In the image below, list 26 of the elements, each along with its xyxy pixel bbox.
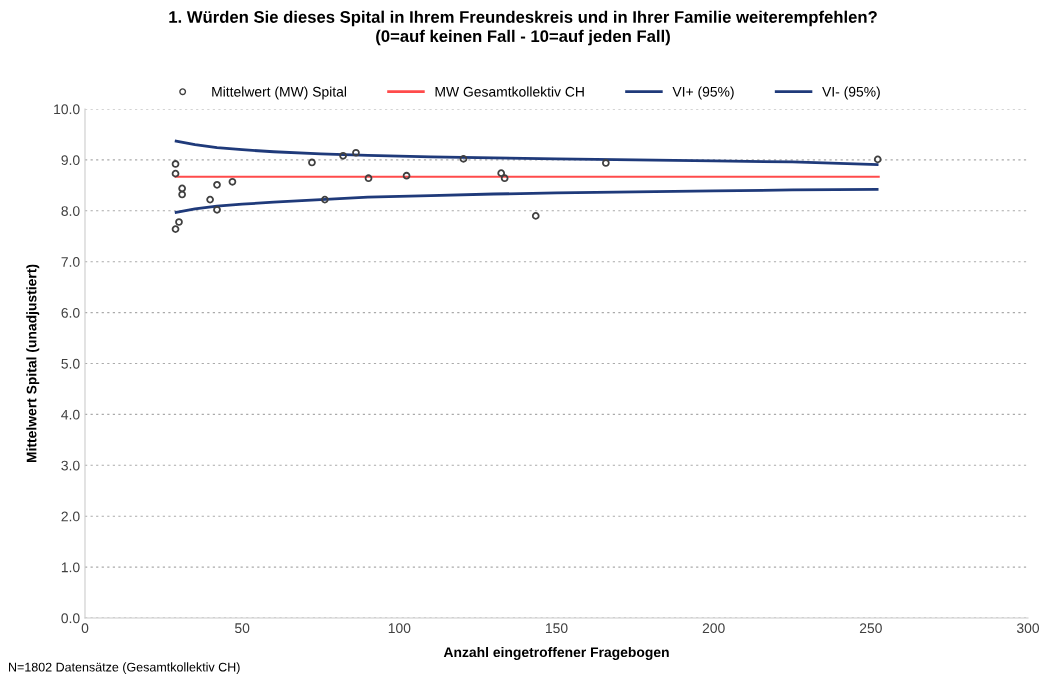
y-tick-label: 7.0 <box>61 257 80 267</box>
x-tick-label: 300 <box>1016 623 1040 634</box>
y-tick-label: 5.0 <box>61 358 80 369</box>
legend-label: MW Gesamtkollektiv CH <box>435 86 584 97</box>
x-axis-title: Anzahl eingetroffener Fragebogen <box>443 646 669 660</box>
x-tick-label: 50 <box>235 623 250 634</box>
y-tick-label: 9.0 <box>61 155 80 166</box>
y-tick-label: 2.0 <box>61 511 80 522</box>
legend-label: Mittelwert (MW) Spital <box>212 86 347 100</box>
x-tick-label: 100 <box>388 623 411 634</box>
y-tick-label: 6.0 <box>61 307 80 318</box>
y-tick-label: 1.0 <box>61 562 80 573</box>
x-tick-label: 200 <box>702 623 725 634</box>
legend-label: VI+ (95%) <box>672 86 734 100</box>
y-tick-label: 8.0 <box>61 206 80 216</box>
y-tick-label: 10.0 <box>54 104 80 115</box>
x-tick-label: 0 <box>81 623 89 634</box>
x-tick-label: 150 <box>545 623 568 634</box>
y-axis-title: Mittelwert Spital (unadjustiert) <box>26 264 40 463</box>
legend-label: VI- (95%) <box>822 86 880 100</box>
chart-title: 1. Würden Sie dieses Spital in Ihrem Freundeskreis und in Ihrer Familie weiterempfehlen? (0=auf keinen Fall - 10=auf jeden Fall) <box>169 10 877 46</box>
x-tick-label: 250 <box>859 623 882 634</box>
text: N=1802 Datensätze (Gesamtkollektiv CH) <box>9 662 240 674</box>
y-tick-label: 4.0 <box>61 409 80 420</box>
y-tick-label: 3.0 <box>61 460 80 471</box>
y-tick-label: 0.0 <box>61 613 80 624</box>
